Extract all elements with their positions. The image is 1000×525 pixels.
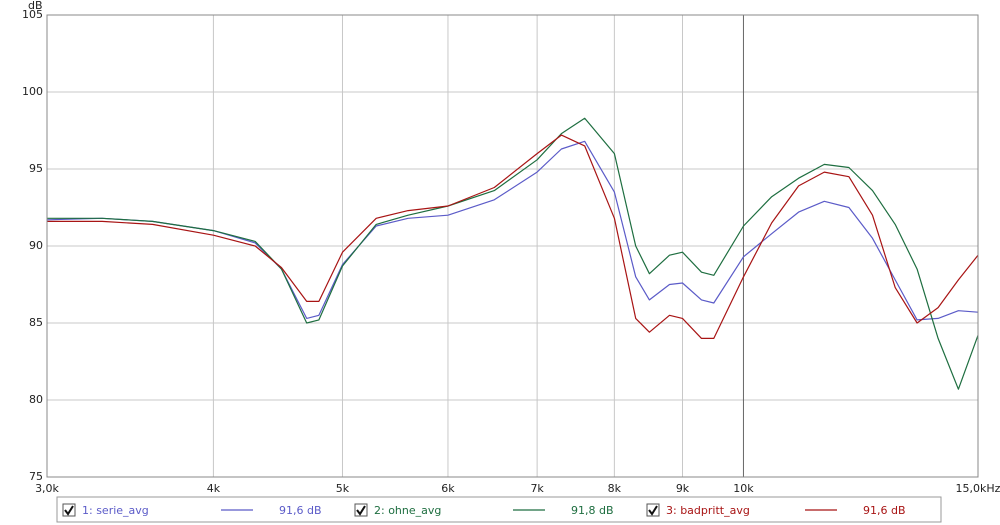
y-tick-label: 75 — [29, 470, 43, 483]
x-tick-label: 8k — [608, 482, 622, 495]
y-tick-label: 95 — [29, 162, 43, 175]
y-tick-label: 100 — [22, 85, 43, 98]
legend-checkmark — [356, 505, 366, 516]
x-tick-label: 15,0kHz — [956, 482, 1000, 495]
legend-items: 1: serie_avg 91,6 dB 2: ohne_avg 91,8 dB 3: … — [62, 503, 906, 517]
y-axis-unit: dB — [28, 0, 43, 12]
series-line — [47, 134, 979, 339]
x-tick-label: 3,0k — [35, 482, 59, 495]
x-tick-label: 6k — [441, 482, 455, 495]
plot-frame — [46, 14, 979, 478]
x-tick-label: 7k — [530, 482, 544, 495]
x-tick-label: 10k — [733, 482, 754, 495]
y-tick-label: 85 — [29, 316, 43, 329]
x-tick-label: 4k — [207, 482, 221, 495]
y-tick-label: 105 — [22, 8, 43, 21]
legend-label: 1: serie_avg — [82, 504, 149, 517]
legend-checkmark — [648, 505, 658, 516]
y-tick-label: 80 — [29, 393, 43, 406]
series-line — [47, 117, 979, 390]
legend-value: 91,6 dB — [279, 504, 322, 517]
y-tick-label: 90 — [29, 239, 43, 252]
legend-label: 2: ohne_avg — [374, 504, 441, 517]
legend-value: 91,8 dB — [571, 504, 614, 517]
legend — [56, 496, 942, 523]
legend-label: 3: badpritt_avg — [666, 504, 750, 517]
legend-value: 91,6 dB — [863, 504, 906, 517]
x-tick-label: 9k — [676, 482, 690, 495]
plot-lines — [46, 117, 979, 390]
legend-checkmark — [64, 505, 74, 516]
x-tick-label: 5k — [336, 482, 350, 495]
series-line — [46, 140, 979, 321]
